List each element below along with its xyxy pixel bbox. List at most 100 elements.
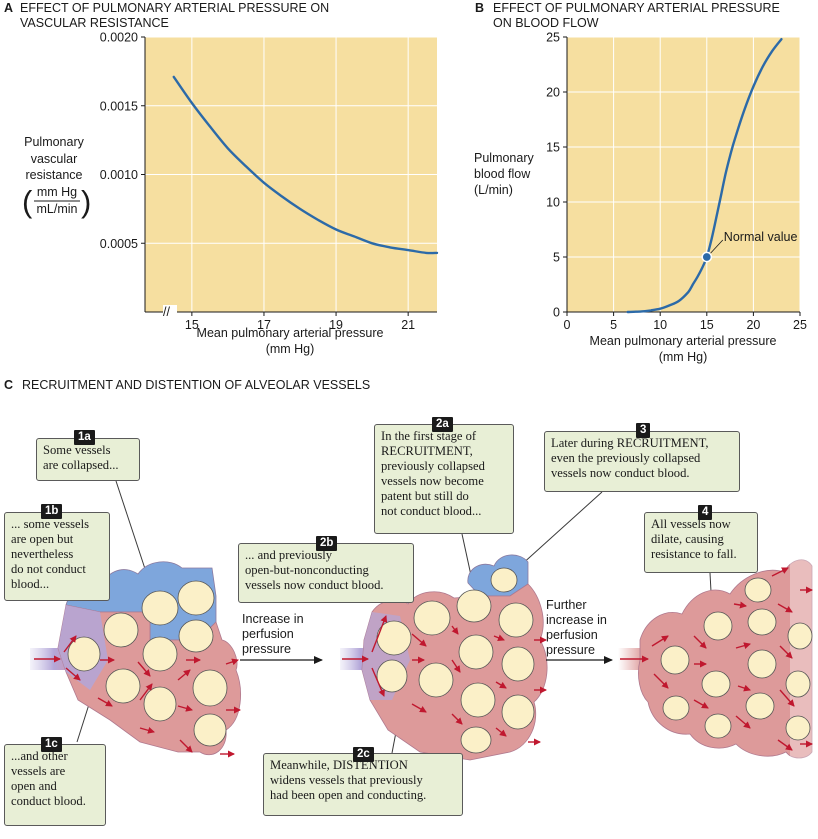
- alveolus: [490, 567, 518, 593]
- flow-arrow: [177, 704, 193, 712]
- flow-arrow: [411, 633, 427, 647]
- alveolus: [785, 715, 811, 741]
- badge-1c: 1c: [41, 737, 62, 752]
- flow-arrow: [693, 699, 709, 709]
- unit-right-paren: ): [81, 184, 91, 219]
- alveolus: [703, 611, 733, 641]
- alveolus: [785, 670, 811, 698]
- panel-a-letter: A: [4, 1, 13, 15]
- flow-arrow: [451, 625, 459, 635]
- flow-arrow: [411, 703, 427, 713]
- alveolus: [178, 619, 214, 653]
- vessel-network-1: [30, 561, 241, 758]
- alveolus: [701, 670, 731, 698]
- alveolus: [376, 659, 408, 693]
- alveolus: [67, 636, 101, 672]
- y-tick-label: 20: [546, 86, 560, 100]
- panel-a-title-line1: EFFECT OF PULMONARY ARTERIAL PRESSURE ON: [20, 1, 329, 15]
- alveolus: [501, 694, 535, 730]
- flow-arrow: [733, 601, 747, 609]
- callout-2c-text: Meanwhile, DISTENTION widens vessels tha…: [270, 758, 427, 802]
- panel-c-letter: C: [4, 378, 13, 392]
- normal-value-point: [701, 251, 713, 263]
- y-tick-label: 0.0020: [100, 31, 138, 45]
- flow-arrow: [653, 673, 669, 689]
- alveolus: [660, 645, 690, 675]
- alveolus: [460, 726, 492, 754]
- badge-2c: 2c: [353, 747, 374, 762]
- badge-3: 3: [636, 423, 651, 438]
- panel-a-grid: [145, 36, 437, 312]
- badge-1a: 1a: [74, 430, 95, 445]
- badge-2a: 2a: [432, 417, 453, 432]
- callout-1c: ...and other vessels are open and conduc…: [4, 744, 106, 826]
- callout-2b-text: ... and previously open-but-nonconductin…: [245, 548, 384, 592]
- flow-arrow: [177, 669, 191, 681]
- flow-arrow: [693, 635, 707, 649]
- vessel-network-2: [340, 554, 548, 761]
- callout-2a-text: In the first stage of RECRUITMENT, previ…: [381, 429, 485, 518]
- panel-a-ylabel-line1: Pulmonary: [24, 135, 84, 149]
- flow-arrow: [179, 739, 193, 753]
- alveolus: [142, 636, 178, 672]
- y-tick-label: 5: [553, 251, 560, 265]
- panel-b-xlabel-line2: (mm Hg): [659, 350, 708, 364]
- alveolus: [745, 692, 775, 720]
- panel-b-ylabel-line3: (L/min): [474, 183, 513, 197]
- network-2-flow-arrows: [342, 615, 547, 746]
- alveolus: [103, 612, 139, 648]
- flow-arrow: [735, 642, 751, 650]
- network-2-alveoli: [376, 567, 535, 754]
- flow-arrow: [137, 661, 151, 677]
- network-3-flow-arrows: [620, 567, 813, 751]
- alveolus: [704, 713, 732, 739]
- x-tick-label: 10: [653, 318, 667, 332]
- unit-left-paren: (: [22, 184, 33, 219]
- panel-b-title-line2: ON BLOOD FLOW: [493, 16, 599, 30]
- alveolus: [143, 686, 177, 722]
- flow-arrow: [779, 645, 793, 659]
- panel-a-xlabel-line1: Mean pulmonary arterial pressure: [197, 326, 384, 340]
- panel-c-title: RECRUITMENT AND DISTENTION OF ALVEOLAR V…: [22, 378, 370, 392]
- callout-3-text: Later during RECRUITMENT, even the previ…: [551, 436, 709, 480]
- alveolus: [458, 634, 494, 670]
- callout-1a: Some vessels are collapsed...: [36, 438, 140, 481]
- alveolus: [744, 577, 772, 603]
- x-tick-label: 15: [185, 318, 199, 332]
- panel-b-letter: B: [475, 1, 484, 15]
- flow-arrow: [63, 635, 77, 653]
- panel-a-ticks: 15 17 19 21 0.0005 0.0010 0.0015 0.0020: [100, 31, 415, 333]
- alveolus: [662, 695, 690, 721]
- panel-b-flow-curve: [626, 38, 783, 314]
- panel-b-ylabel-line2: blood flow: [474, 167, 531, 181]
- flow-arrow: [493, 634, 505, 642]
- x-tick-label: 0: [564, 318, 571, 332]
- flow-arrow: [771, 567, 789, 577]
- panel-a-ylabel-line2: vascular: [31, 152, 78, 166]
- panel-a-resistance-curve: [172, 75, 439, 255]
- flow-arrow: [451, 659, 461, 673]
- panel-a-ylabel-line3: resistance: [26, 168, 83, 182]
- panel-b-ylabel-line1: Pulmonary: [474, 151, 534, 165]
- panel-b-title-line1: EFFECT OF PULMONARY ARTERIAL PRESSURE: [493, 1, 780, 15]
- badge-1b: 1b: [41, 504, 63, 519]
- y-tick-label: 15: [546, 141, 560, 155]
- normal-value-label: Normal value: [724, 230, 798, 244]
- panel-a-ylabel-unit-den: mL/min: [37, 202, 78, 216]
- flow-arrow: [139, 683, 153, 701]
- flow-arrow: [735, 715, 751, 729]
- flow-arrow: [495, 727, 507, 737]
- callout-1b: ... some vessels are open but neverthele…: [4, 512, 110, 601]
- alveolus: [177, 580, 215, 616]
- panel-a-title-line2: VASCULAR RESISTANCE: [20, 16, 169, 30]
- callout-2a: In the first stage of RECRUITMENT, previ…: [374, 424, 514, 534]
- callout-1a-text: Some vessels are collapsed...: [43, 443, 119, 472]
- alveolus: [747, 608, 777, 636]
- axis-break-gap: [163, 305, 177, 319]
- flow-arrow: [97, 697, 113, 707]
- x-tick-label: 17: [257, 318, 271, 332]
- callout-2c: Meanwhile, DISTENTION widens vessels tha…: [263, 753, 463, 816]
- panel-a-ylabel-unit-num: mm Hg: [37, 185, 77, 199]
- normal-value-leader: [709, 239, 724, 255]
